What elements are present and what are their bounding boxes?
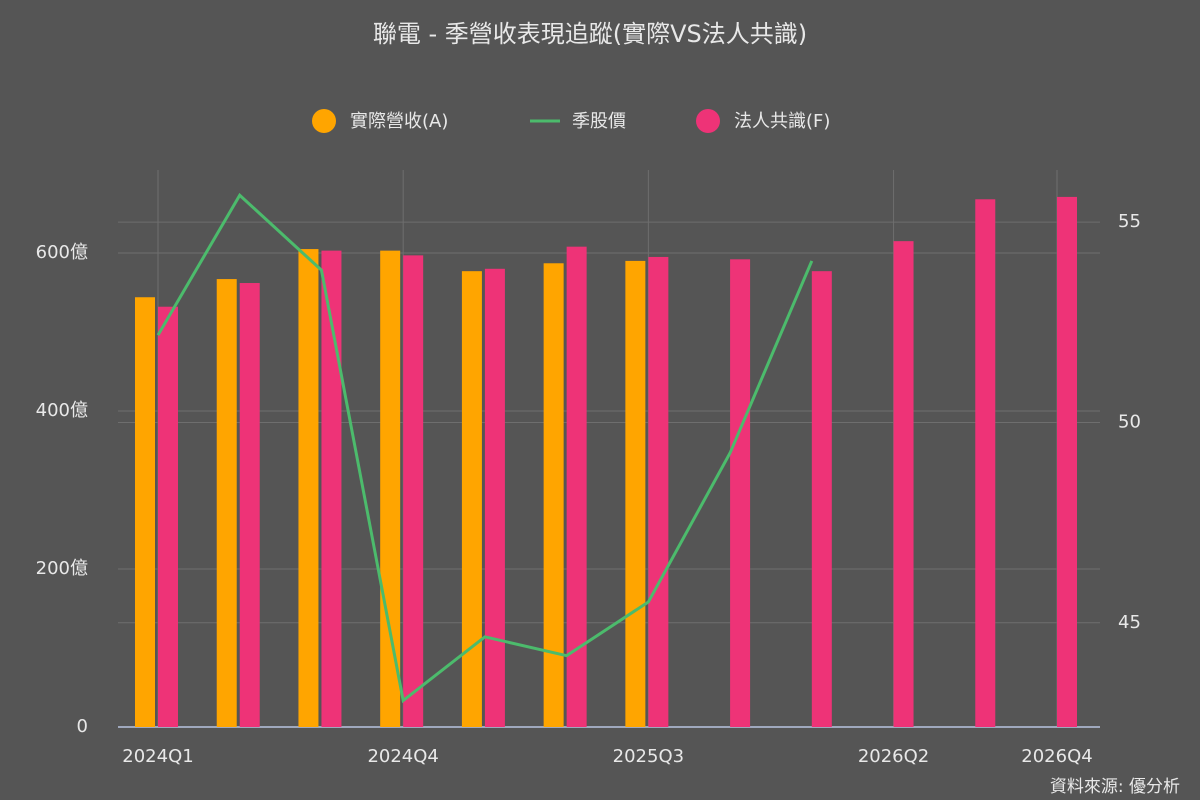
x-tick-label: 2024Q1: [122, 746, 193, 767]
bar: [730, 259, 751, 727]
y2-tick-label: 55: [1118, 211, 1141, 232]
bar: [461, 271, 482, 727]
bar: [298, 249, 319, 728]
legend-label: 實際營收(A): [350, 111, 448, 132]
bar: [1057, 196, 1077, 727]
x-tick-label: 2024Q4: [367, 746, 438, 767]
x-tick-label: 2026Q4: [1021, 746, 1092, 767]
y-tick-label: 0: [77, 716, 88, 737]
y-tick-label: 600億: [36, 242, 88, 263]
y2-tick-label: 50: [1118, 411, 1141, 432]
bar: [648, 256, 669, 727]
bar: [625, 260, 646, 727]
bar: [484, 268, 505, 727]
y-tick-label: 400億: [36, 400, 88, 421]
source: 資料來源: 優分析: [1050, 777, 1180, 797]
bar: [158, 306, 178, 727]
bar: [403, 255, 424, 727]
bar: [321, 250, 342, 727]
bar: [380, 250, 401, 727]
bar: [239, 283, 260, 727]
chart-title: 聯電 - 季營收表現追蹤(實際VS法人共識): [373, 20, 807, 48]
bar: [893, 241, 914, 727]
x-tick-label: 2026Q2: [858, 746, 929, 767]
legend-label: 季股價: [572, 111, 626, 132]
bar: [543, 263, 564, 727]
legend-swatch: [696, 109, 720, 133]
y2-tick-label: 45: [1118, 612, 1141, 633]
bar: [975, 199, 996, 727]
bar: [811, 271, 832, 727]
price-line: [156, 192, 814, 704]
bar: [216, 279, 237, 727]
bar: [135, 297, 155, 727]
y-tick-label: 200億: [36, 558, 88, 579]
bar: [566, 246, 587, 727]
legend-swatch: [312, 109, 336, 133]
legend-label: 法人共識(F): [734, 111, 830, 132]
x-tick-label: 2025Q3: [613, 746, 684, 767]
